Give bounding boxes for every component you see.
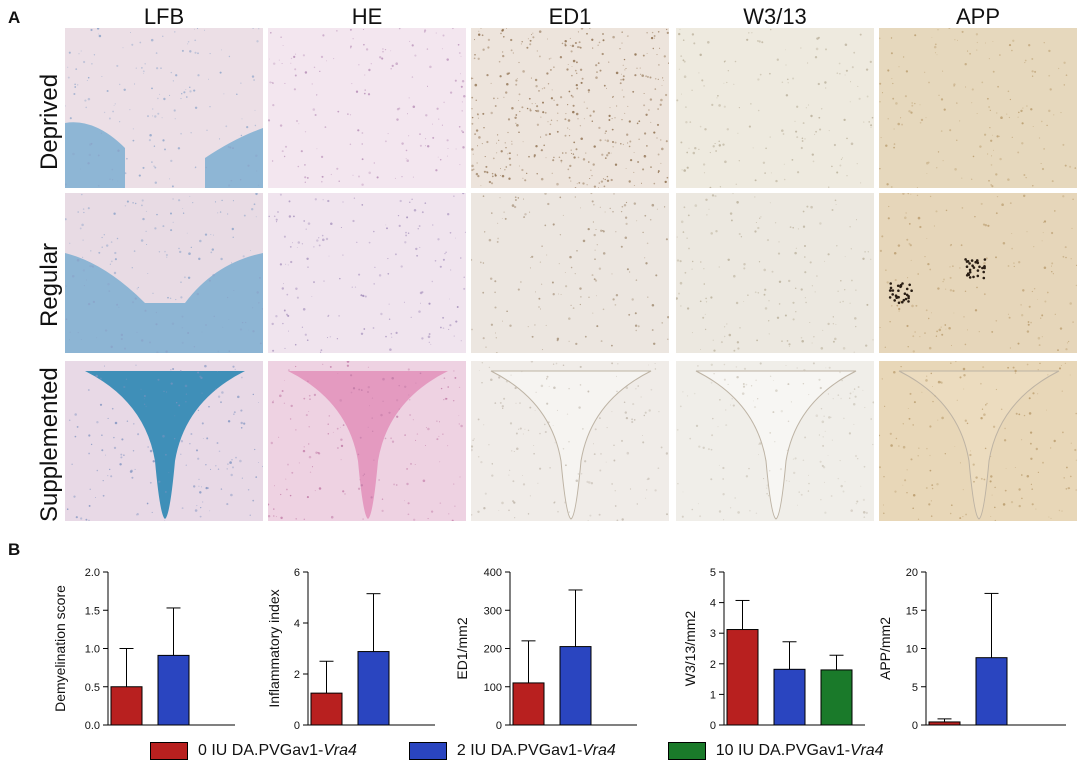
legend-label-prefix: 10 IU DA.PVGav1- [715, 742, 851, 759]
legend-swatch [408, 742, 447, 760]
column-header-app: APP [955, 4, 1001, 29]
y-tick-label: 5 [912, 682, 918, 694]
histology-image-tile [65, 193, 263, 353]
bar [928, 721, 961, 726]
histology-image-tile [268, 28, 466, 188]
row-header-supplemented: Supplemented [36, 367, 63, 522]
y-tick-label: 2 [710, 659, 716, 671]
histology-image-tile [268, 193, 466, 353]
legend-label-prefix: 2 IU DA.PVGav1- [456, 742, 583, 759]
histology-image-tile [471, 193, 669, 353]
histology-image-tile [676, 361, 874, 521]
y-tick-label: 4 [294, 618, 300, 630]
y-axis-label: ED1/mm2 [454, 617, 470, 679]
bar [559, 646, 592, 726]
legend-label-gene: Vra4 [582, 742, 616, 759]
bar [310, 692, 343, 726]
y-axis-label: Demyelination score [52, 585, 68, 712]
y-axis-label: W3/13/mm2 [682, 611, 698, 687]
legend-label-gene: Vra4 [850, 742, 884, 759]
column-header-ed1: ED1 [548, 4, 592, 29]
legend-label-prefix: 0 IU DA.PVGav1- [198, 742, 324, 759]
bar [975, 657, 1008, 726]
y-axis-label: APP/mm2 [877, 617, 893, 680]
y-tick-label: 300 [484, 605, 502, 617]
y-tick-label: 1.0 [85, 644, 100, 656]
histology-image-tile [471, 361, 669, 521]
y-tick-label: 5 [710, 567, 716, 579]
legend-label-gene: Vra4 [323, 742, 357, 759]
y-tick-label: 10 [906, 644, 918, 656]
legend-swatch [150, 742, 188, 760]
bar [726, 629, 759, 726]
legend-item-2iu: 2 IU DA.PVGav1- Vra4 [408, 742, 616, 760]
histology-image-tile [676, 193, 874, 353]
histology-image-tile [471, 28, 669, 188]
y-tick-label: 0.0 [85, 720, 100, 732]
y-tick-label: 200 [484, 644, 502, 656]
column-header-w3-13: W3/13 [743, 4, 807, 29]
panel-a-label: A [8, 8, 21, 27]
legend: 0 IU DA.PVGav1- Vra4 2 IU DA.PVGav1- Vra4 … [150, 742, 936, 760]
y-tick-label: 4 [710, 598, 716, 610]
y-axis-label: Inflammatory index [266, 589, 282, 707]
histology-image-tile [879, 28, 1077, 188]
y-tick-label: 0 [294, 720, 300, 732]
y-tick-label: 6 [294, 567, 300, 579]
y-tick-label: 100 [484, 682, 502, 694]
histology-image-tile [65, 361, 263, 521]
y-tick-label: 2 [294, 669, 300, 681]
y-tick-label: 3 [710, 628, 716, 640]
y-tick-label: 0.5 [85, 682, 100, 694]
legend-swatch [667, 742, 706, 760]
y-tick-label: 0 [496, 720, 502, 732]
bar [820, 669, 853, 726]
bar [512, 682, 545, 726]
y-tick-label: 1 [710, 689, 716, 701]
bar [773, 668, 806, 726]
legend-item-10iu: 10 IU DA.PVGav1- Vra4 [667, 742, 884, 760]
row-header-deprived: Deprived [36, 73, 63, 170]
y-tick-label: 2.0 [85, 567, 100, 579]
y-tick-label: 0 [912, 720, 918, 732]
y-tick-label: 400 [484, 567, 502, 579]
histology-image-tile [879, 193, 1077, 353]
y-tick-label: 0 [710, 720, 716, 732]
bar [110, 686, 143, 726]
y-tick-label: 1.5 [85, 605, 100, 617]
y-tick-label: 20 [906, 567, 918, 579]
panel-b-label: B [8, 540, 21, 559]
bar [157, 654, 190, 726]
histology-image-tile [879, 361, 1077, 521]
column-header-lfb: LFB [143, 4, 185, 29]
column-header-he: HE [351, 4, 383, 29]
histology-image-tile [268, 361, 466, 521]
legend-item-0iu: 0 IU DA.PVGav1- Vra4 [150, 742, 357, 760]
histology-image-tile [676, 28, 874, 188]
y-tick-label: 15 [906, 605, 918, 617]
histology-image-tile [65, 28, 263, 188]
bar [357, 651, 390, 726]
row-header-regular: Regular [36, 242, 63, 327]
